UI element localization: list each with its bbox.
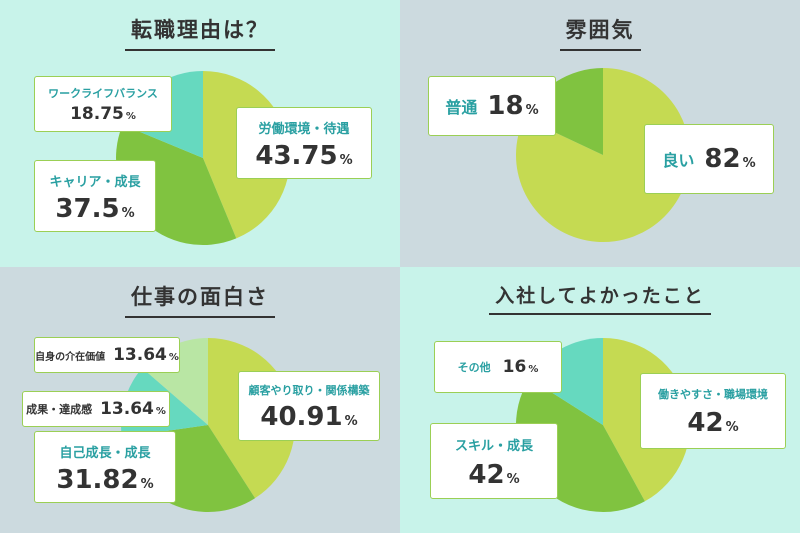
slice-label: キャリア・成長 [49,174,141,190]
panel-job-interest: 仕事の面白さ 顧客やり取り・関係構築 40.91% 自身の介在価値 13.64%… [0,267,400,533]
chart-title-text: 入社してよかったこと [489,281,711,315]
slice-value-number: 13.64 [100,398,154,419]
slice-value-number: 40.91 [260,402,343,432]
slice-value: 42% [687,410,738,436]
slice-label: 働きやすさ・職場環境 [658,388,768,401]
percent-sign: % [168,351,179,363]
slice-value: 31.82% [56,467,153,493]
pie-slice-1 [524,68,603,155]
percent-sign: % [525,103,539,118]
chart-title-text: 転職理由は？ [125,14,275,51]
slice-value: 13.64% [100,398,166,419]
chart-title-text: 仕事の面白さ [125,281,275,318]
label-box-work-environment: 労働環境・待遇 43.75% [236,107,372,179]
slice-label: スキル・成長 [454,438,533,454]
percent-sign: % [121,205,135,221]
percent-sign: % [140,476,154,492]
percent-sign: % [125,111,136,122]
chart-title: 転職理由は？ [0,14,400,51]
slice-value: 18.75% [70,106,136,123]
slice-value-number: 18 [487,91,524,121]
slice-label: ワークライフバランス [48,87,158,100]
percent-sign: % [344,414,358,429]
label-box-skill-growth: スキル・成長 42% [430,423,558,499]
slice-label: 自身の介在価値 [35,351,106,363]
slice-label: 普通 [445,98,478,117]
label-box-customer-relations: 顧客やり取り・関係構築 40.91% [238,371,380,441]
label-box-work-comfort: 働きやすさ・職場環境 42% [640,373,786,449]
slice-label: 労働環境・待遇 [258,121,350,137]
slice-value-number: 13.64 [113,344,167,365]
percent-sign: % [742,156,756,171]
slice-value: 43.75% [255,143,352,169]
slice-label: 自己成長・成長 [59,445,151,461]
label-box-own-value: 自身の介在価値 13.64% [34,337,180,373]
slice-value: 16% [502,356,539,377]
slice-value-number: 43.75 [255,140,338,171]
slice-value: 13.64% [113,344,179,365]
slice-label: 成果・達成感 [26,403,93,416]
label-box-self-growth: 自己成長・成長 31.82% [34,431,176,503]
percent-sign: % [725,420,739,435]
pie-chart-atmosphere [516,68,691,242]
label-box-good: 良い 82% [644,124,774,194]
slice-value-number: 16 [502,356,527,377]
slice-value: 37.5% [55,196,134,222]
panel-good-things: 入社してよかったこと その他 16% 働きやすさ・職場環境 42% スキル・成長… [400,267,800,533]
chart-title: 入社してよかったこと [400,281,800,315]
panel-atmosphere: 雰囲気 普通 18% 良い 82% [400,0,800,267]
label-box-other: その他 16% [434,341,562,393]
pie-slice-0 [516,68,691,242]
slice-label: 良い [662,151,695,170]
chart-title-text: 雰囲気 [559,14,641,51]
slice-value-number: 42 [468,459,505,490]
slice-value: 42% [468,462,519,488]
slice-value-number: 31.82 [56,464,139,495]
label-box-work-life-balance: ワークライフバランス 18.75% [34,76,172,132]
slice-label: 顧客やり取り・関係構築 [248,384,370,397]
slice-value-number: 82 [704,144,741,174]
label-box-achievement: 成果・達成感 13.64% [22,391,170,427]
panel-job-change-reason: 転職理由は？ 労働環境・待遇 43.75% ワークライフバランス 18.75% … [0,0,400,267]
slice-value-number: 18.75 [70,104,124,124]
percent-sign: % [506,471,520,487]
label-box-normal: 普通 18% [428,76,556,136]
label-box-career-growth: キャリア・成長 37.5% [34,160,156,232]
chart-title: 仕事の面白さ [0,281,400,318]
chart-title: 雰囲気 [400,14,800,51]
percent-sign: % [528,363,539,375]
slice-label: その他 [457,361,491,374]
percent-sign: % [339,152,353,168]
slice-value: 18% [487,93,538,119]
slice-value: 40.91% [260,404,357,430]
percent-sign: % [155,405,166,417]
slice-value: 82% [704,146,755,172]
slice-value-number: 42 [687,408,724,438]
slice-value-number: 37.5 [55,193,120,224]
